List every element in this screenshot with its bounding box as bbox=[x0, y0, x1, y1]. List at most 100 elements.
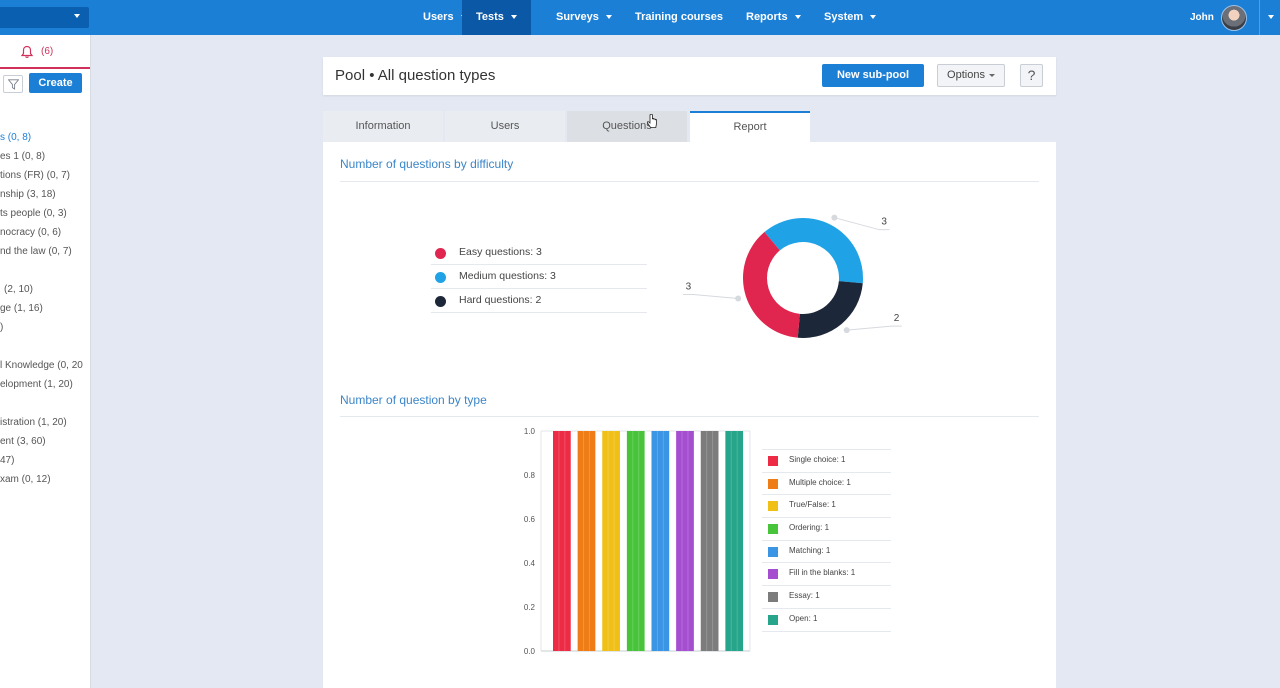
tab-users[interactable]: Users bbox=[445, 111, 565, 142]
donut-slice-easy-questions[interactable] bbox=[743, 232, 800, 338]
new-sub-pool-button[interactable]: New sub-pool bbox=[822, 64, 924, 87]
avatar[interactable] bbox=[1221, 5, 1247, 31]
donut-slice-medium-questions[interactable] bbox=[764, 218, 863, 284]
legend-label: Open: 1 bbox=[789, 613, 818, 623]
nav-item-training-courses[interactable]: Training courses bbox=[635, 0, 723, 35]
legend-label: Matching: 1 bbox=[789, 545, 831, 555]
nav-item-surveys[interactable]: Surveys bbox=[556, 0, 612, 35]
legend-label: Easy questions: 3 bbox=[459, 246, 542, 258]
nav-item-label: Training courses bbox=[635, 11, 724, 23]
bar-fill-in-the-blanks[interactable] bbox=[676, 431, 694, 651]
notifications-tab[interactable]: (6) bbox=[0, 35, 90, 69]
page-title: Pool • All question types bbox=[335, 67, 496, 84]
tab-report[interactable]: Report bbox=[690, 111, 810, 142]
bell-icon bbox=[20, 45, 34, 58]
donut-label-leader bbox=[846, 325, 902, 331]
divider bbox=[762, 449, 891, 450]
tree-item[interactable]: elopment (1, 20) bbox=[0, 379, 73, 390]
legend-color-swatch bbox=[768, 569, 778, 580]
chevron-down-icon bbox=[870, 15, 877, 20]
legend-color-swatch bbox=[768, 456, 778, 466]
chevron-down-icon bbox=[605, 15, 612, 20]
nav-item-users[interactable]: Users bbox=[423, 0, 467, 35]
donut-label-leader bbox=[834, 217, 890, 231]
nav-item-tests[interactable]: Tests bbox=[462, 0, 531, 35]
legend-label: Medium questions: 3 bbox=[459, 270, 556, 282]
legend-color-dot bbox=[435, 272, 446, 283]
difficulty-chart-title: Number of questions by difficulty bbox=[340, 157, 514, 171]
type-legend: Single choice: 1 Multiple choice: 1 True/F… bbox=[762, 449, 891, 632]
legend-label: Fill in the blanks: 1 bbox=[789, 568, 856, 578]
tree-item[interactable]: 47) bbox=[0, 455, 15, 466]
help-button[interactable]: ? bbox=[1020, 64, 1043, 87]
donut-label-leader bbox=[683, 293, 739, 299]
chevron-down-icon bbox=[794, 15, 801, 20]
legend-color-swatch bbox=[768, 524, 778, 535]
tree-item[interactable]: (2, 10) bbox=[4, 284, 33, 295]
bar-multiple-choice[interactable] bbox=[577, 431, 596, 651]
bar-single-choice[interactable] bbox=[553, 431, 571, 651]
user-name[interactable]: John bbox=[1190, 12, 1214, 23]
divider bbox=[340, 181, 1039, 182]
legend-label: True/False: 1 bbox=[789, 500, 836, 510]
tree-item[interactable]: ts people (0, 3) bbox=[0, 208, 67, 219]
donut-value-label: 3 bbox=[881, 217, 887, 228]
tree-item[interactable]: nd the law (0, 7) bbox=[0, 246, 72, 257]
filter-icon bbox=[8, 79, 19, 90]
tree-item[interactable]: tions (FR) (0, 7) bbox=[0, 170, 71, 181]
chevron-down-icon bbox=[988, 73, 995, 77]
tree-item[interactable]: ge (1, 16) bbox=[0, 303, 43, 314]
bar-ordering[interactable] bbox=[626, 431, 645, 651]
type-chart-title: Number of question by type bbox=[340, 393, 487, 407]
legend-item: Fill in the blanks: 1 bbox=[762, 563, 891, 587]
legend-item: Ordering: 1 bbox=[762, 518, 891, 541]
bar-matching[interactable] bbox=[651, 431, 670, 651]
create-button[interactable]: Create bbox=[29, 73, 82, 93]
tree-item[interactable]: s (0, 8) bbox=[0, 132, 32, 143]
legend-item: Hard questions: 2 bbox=[431, 289, 647, 313]
options-label: Options bbox=[947, 69, 985, 81]
report-panel: Number of questions by difficulty Easy q… bbox=[323, 142, 1056, 688]
legend-label: Single choice: 1 bbox=[789, 455, 846, 464]
legend-color-swatch bbox=[768, 546, 778, 557]
tree-item[interactable]: nship (3, 18) bbox=[0, 189, 56, 200]
tree-item[interactable]: xam (0, 12) bbox=[0, 474, 51, 485]
legend-item: Essay: 1 bbox=[762, 586, 891, 609]
y-tick-label: 0.8 bbox=[524, 471, 536, 480]
type-bar-chart: 0.0 0.2 0.4 0.6 0.8 1.0 bbox=[524, 427, 751, 656]
nav-item-label: Reports bbox=[746, 11, 788, 23]
tree-item[interactable]: istration (1, 20) bbox=[0, 417, 67, 428]
y-tick-label: 1.0 bbox=[524, 427, 536, 436]
legend-color-swatch bbox=[768, 501, 778, 512]
y-tick-label: 0.4 bbox=[524, 559, 536, 568]
y-tick-label: 0.0 bbox=[524, 647, 536, 656]
notification-count: (6) bbox=[41, 46, 54, 57]
tree-item[interactable]: nocracy (0, 6) bbox=[0, 227, 62, 238]
tree-item[interactable]: ent (3, 60) bbox=[0, 436, 46, 447]
workspace-select[interactable] bbox=[0, 7, 89, 28]
legend-label: Multiple choice: 1 bbox=[789, 477, 851, 487]
donut-slice-hard-questions[interactable] bbox=[797, 281, 863, 338]
nav-item-reports[interactable]: Reports bbox=[746, 0, 801, 35]
filter-button[interactable] bbox=[3, 75, 23, 93]
options-button[interactable]: Options bbox=[937, 64, 1005, 87]
user-menu-toggle[interactable] bbox=[1259, 0, 1280, 35]
sidebar: (6) Create s (0, 8) es 1 (0, 8) tions (FR)… bbox=[0, 35, 91, 688]
tree-item[interactable]: ) bbox=[0, 322, 4, 333]
tree-item[interactable]: es 1 (0, 8) bbox=[0, 151, 46, 162]
tree-item[interactable]: l Knowledge (0, 20 bbox=[0, 360, 83, 371]
nav-item-system[interactable]: System bbox=[824, 0, 877, 35]
legend-item: Matching: 1 bbox=[762, 541, 891, 564]
donut-value-label: 3 bbox=[686, 281, 692, 292]
bar-essay[interactable] bbox=[700, 431, 719, 651]
legend-label: Essay: 1 bbox=[789, 591, 820, 601]
legend-color-swatch bbox=[768, 592, 778, 603]
bar-open[interactable] bbox=[725, 431, 744, 651]
divider bbox=[340, 416, 1039, 417]
legend-label: Hard questions: 2 bbox=[459, 294, 542, 306]
legend-color-dot bbox=[435, 248, 446, 259]
legend-color-dot bbox=[435, 296, 446, 307]
tab-information[interactable]: Information bbox=[323, 111, 443, 142]
bar-true-false[interactable] bbox=[602, 431, 620, 651]
tab-questions[interactable]: Questions bbox=[567, 111, 687, 142]
